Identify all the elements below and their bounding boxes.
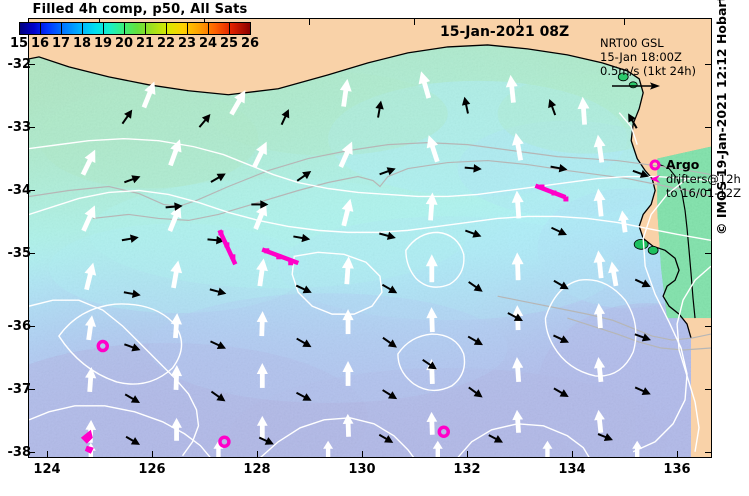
colorbar-tick xyxy=(145,22,146,35)
colorbar-label-25: 25 xyxy=(219,36,239,51)
x-tick-mark xyxy=(47,451,48,458)
x-tick-mark-top xyxy=(99,18,100,25)
colorbar-tick xyxy=(187,22,188,35)
x-axis-label-134: 134 xyxy=(558,462,586,477)
y-tick-mark xyxy=(28,127,35,128)
y-axis-label-35: -35 xyxy=(7,246,32,261)
colorbar-label-24: 24 xyxy=(198,36,218,51)
colorbar-tick xyxy=(82,22,83,35)
x-tick-mark xyxy=(152,451,153,458)
x-tick-mark-top xyxy=(309,18,310,25)
colorbar-tick xyxy=(229,22,230,35)
date-title: 15-Jan-2021 08Z xyxy=(440,24,570,40)
y-axis-label-33: -33 xyxy=(7,120,32,135)
y-tick-mark xyxy=(28,64,35,65)
y-tick-mark-right xyxy=(705,326,712,327)
argo-label: Argo xyxy=(666,157,700,172)
drifter-legend-row: drifters@12h xyxy=(648,172,741,186)
scale-arrow-icon xyxy=(612,82,660,90)
argo-float-icon xyxy=(649,159,661,171)
colorbar-tick xyxy=(166,22,167,35)
colorbar-label-20: 20 xyxy=(114,36,134,51)
current-vector-info: NRT00 GSL 15-Jan 18:00Z 0.5m/s (1kt 24h) xyxy=(600,36,696,78)
argo-float-marker xyxy=(96,339,450,448)
sst-raster xyxy=(29,19,711,457)
y-tick-mark xyxy=(28,389,35,390)
colorbar-title: Filled 4h comp, p50, All Sats xyxy=(32,2,248,17)
ssh-contours xyxy=(29,112,711,457)
current-time-label: 15-Jan 18:00Z xyxy=(600,50,682,64)
x-tick-mark xyxy=(677,451,678,458)
y-tick-mark-right xyxy=(705,452,712,453)
y-tick-mark xyxy=(28,253,35,254)
colorbar-label-16: 16 xyxy=(30,36,50,51)
colorbar-label-15: 15 xyxy=(9,36,29,51)
current-scale-label: 0.5m/s (1kt 24h) xyxy=(600,64,697,78)
colorbar-label-23: 23 xyxy=(177,36,197,51)
argo-legend-row: Argo xyxy=(648,158,741,172)
colorbar-label-22: 22 xyxy=(156,36,176,51)
y-tick-mark-right xyxy=(705,190,712,191)
x-tick-mark xyxy=(467,451,468,458)
colorbar-tick xyxy=(103,22,104,35)
y-axis-label-38: -38 xyxy=(7,445,32,460)
y-axis-label-32: -32 xyxy=(7,57,32,72)
x-tick-mark xyxy=(572,451,573,458)
drifter-arrow-icon xyxy=(650,175,660,183)
drifter-period-row: to 16/01-12Z xyxy=(648,186,741,200)
y-axis-label-34: -34 xyxy=(7,183,32,198)
x-axis-label-130: 130 xyxy=(348,462,376,477)
drifter-tracks xyxy=(80,183,569,454)
y-tick-mark-right xyxy=(705,389,712,390)
colorbar-tick xyxy=(124,22,125,35)
x-tick-mark-top xyxy=(204,18,205,25)
x-axis-label-126: 126 xyxy=(138,462,166,477)
y-axis-label-36: -36 xyxy=(7,319,32,334)
argo-legend: Argo drifters@12h to 16/01-12Z xyxy=(648,158,741,200)
x-axis-label-132: 132 xyxy=(453,462,481,477)
current-vectors xyxy=(80,71,651,457)
y-tick-mark-right xyxy=(705,64,712,65)
x-tick-mark-top xyxy=(519,18,520,25)
x-tick-mark-top xyxy=(624,18,625,25)
y-tick-mark xyxy=(28,326,35,327)
colorbar-label-26: 26 xyxy=(240,36,260,51)
y-tick-mark-right xyxy=(705,253,712,254)
colorbar-legend[interactable]: Filled 4h comp, p50, All Sats 15 16 17 1… xyxy=(10,2,270,56)
colorbar-label-21: 21 xyxy=(135,36,155,51)
y-tick-mark xyxy=(28,452,35,453)
current-source-label: NRT00 GSL xyxy=(600,36,664,50)
colorbar-tick xyxy=(40,22,41,35)
y-tick-mark xyxy=(28,190,35,191)
y-axis-label-37: -37 xyxy=(7,382,32,397)
colorbar-tick xyxy=(208,22,209,35)
y-tick-mark-right xyxy=(705,127,712,128)
colorbar-tick xyxy=(61,22,62,35)
credit-text: © IMOS 19-Jan-2021 12:12 Hobart xyxy=(714,0,729,235)
x-tick-mark-top xyxy=(414,18,415,25)
x-tick-mark xyxy=(362,451,363,458)
drifters-to-label: to 16/01-12Z xyxy=(666,186,742,200)
map-plot-area[interactable] xyxy=(28,18,712,458)
x-axis-label-124: 124 xyxy=(33,462,61,477)
colorbar-gradient xyxy=(19,22,251,35)
drifters-label: drifters@12h xyxy=(666,172,741,186)
colorbar-label-19: 19 xyxy=(93,36,113,51)
x-tick-mark xyxy=(257,451,258,458)
x-axis-label-128: 128 xyxy=(243,462,271,477)
x-axis-label-136: 136 xyxy=(663,462,691,477)
colorbar-label-17: 17 xyxy=(51,36,71,51)
colorbar-label-18: 18 xyxy=(72,36,92,51)
